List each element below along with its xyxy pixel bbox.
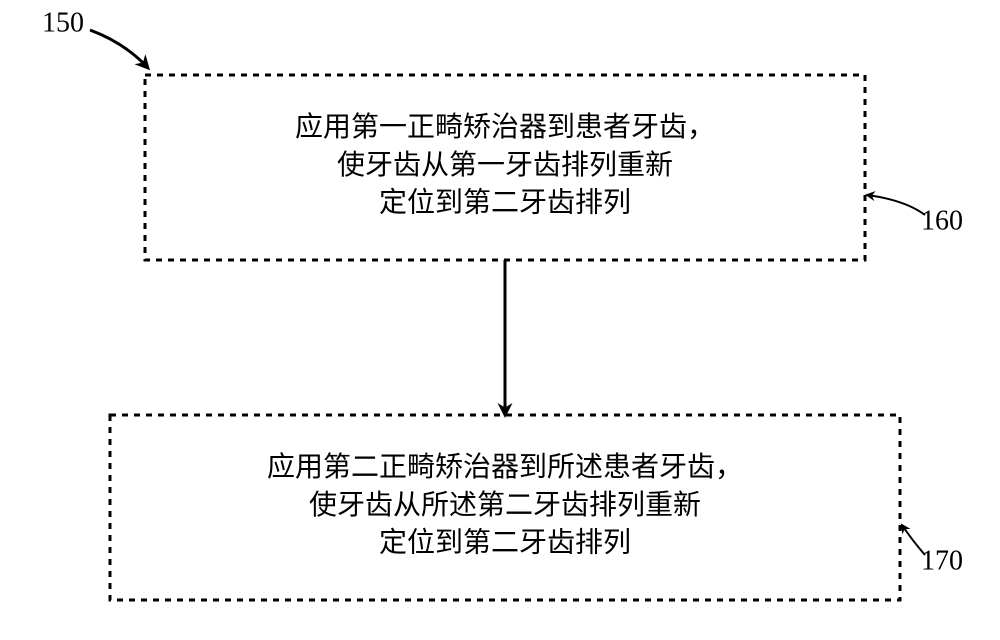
- ref-label-flow: 150: [42, 7, 84, 38]
- arrow-flow_in: [90, 30, 148, 68]
- ref-label-step2: 170: [921, 545, 963, 576]
- flow-step-step2-line: 使牙齿从所述第二牙齿排列重新: [309, 489, 701, 521]
- flow-step-step2-line: 定位到第二牙齿排列: [379, 527, 631, 559]
- arrow-leader1: [867, 195, 925, 215]
- flow-step-step1: 应用第一正畸矫治器到患者牙齿， 使牙齿从第一牙齿排列重新定位到第二牙齿排列: [145, 75, 865, 260]
- flow-step-step1-line: 使牙齿从第一牙齿排列重新: [337, 149, 673, 181]
- ref-label-step1: 160: [921, 205, 963, 236]
- flow-step-step2-line: 应用第二正畸矫治器到所述患者牙齿，: [267, 451, 743, 483]
- flow-step-step2: 应用第二正畸矫治器到所述患者牙齿， 使牙齿从所述第二牙齿排列重新定位到第二牙齿排列: [110, 415, 900, 600]
- flow-step-step1-line: 定位到第二牙齿排列: [379, 187, 631, 219]
- flow-step-step1-line: 应用第一正畸矫治器到患者牙齿，: [295, 111, 715, 143]
